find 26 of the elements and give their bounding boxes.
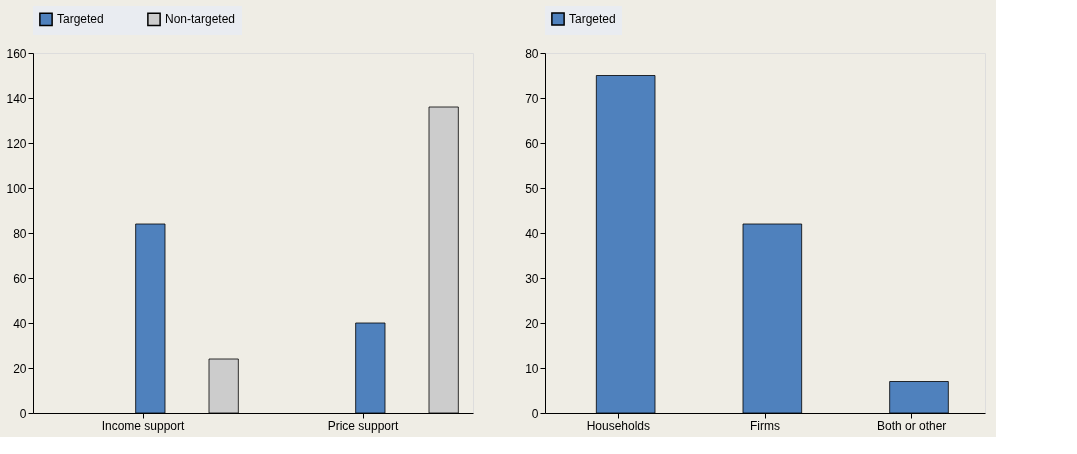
x-tick-label: Firms — [750, 418, 780, 433]
y-tick-label: 20 — [13, 361, 27, 376]
y-tick-label: 10 — [525, 361, 539, 376]
x-tick-label: Households — [586, 418, 651, 433]
y-tick-label: 0 — [531, 406, 539, 421]
y-tick-label: 0 — [19, 406, 27, 421]
y-tick-label: 20 — [525, 316, 539, 331]
y-tick-label: 40 — [13, 316, 27, 331]
y-tick-label: 70 — [525, 91, 539, 106]
y-tick-label: 120 — [6, 136, 27, 151]
y-tick-label: 140 — [6, 91, 27, 106]
legend-label: Targeted — [569, 12, 616, 26]
y-tick-label: 40 — [525, 226, 539, 241]
legend-label: Non-targeted — [165, 12, 236, 27]
y-tick-label: 80 — [13, 226, 27, 241]
y-tick-label: 50 — [525, 181, 539, 196]
y-tick-label: 60 — [525, 136, 539, 151]
y-tick-label: 80 — [525, 46, 539, 61]
y-tick-label: 60 — [13, 271, 27, 286]
legend-label: Targeted — [57, 12, 104, 27]
y-tick-label: 100 — [6, 181, 27, 196]
x-tick-label: Price support — [327, 418, 400, 433]
y-tick-label: 30 — [525, 271, 539, 286]
x-tick-label: Income support — [101, 418, 186, 433]
y-tick-label: 160 — [6, 46, 27, 61]
x-tick-label: Both or other — [876, 418, 947, 433]
